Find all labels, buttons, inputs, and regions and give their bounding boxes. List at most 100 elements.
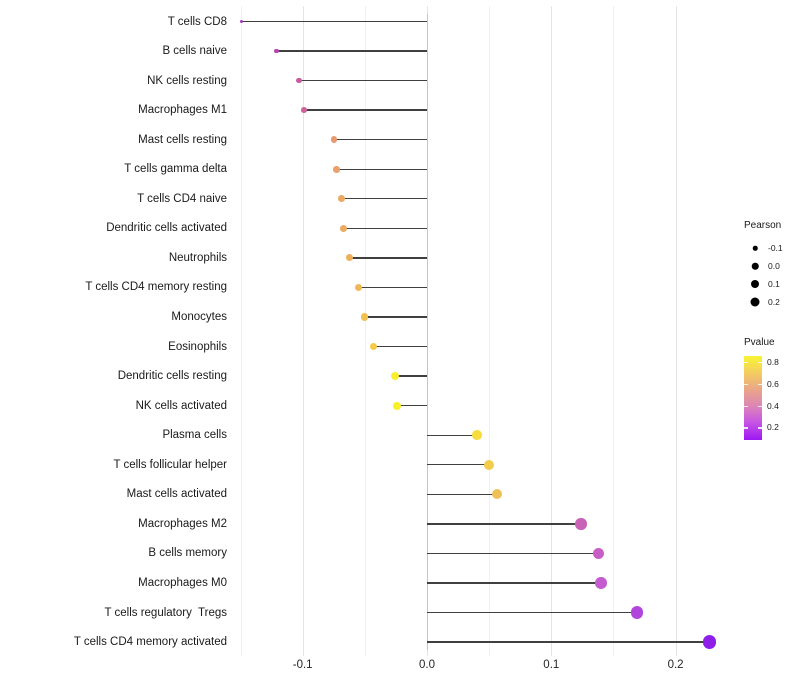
category-label: T cells gamma delta (124, 163, 227, 176)
lollipop-stem (298, 79, 427, 82)
pearson-legend-title: Pearson (744, 220, 782, 231)
category-label: Plasma cells (162, 429, 227, 442)
pvalue-legend-title: Pvalue (744, 337, 775, 348)
colorbar-tick (744, 383, 748, 386)
data-point (301, 107, 307, 113)
colorbar-tick (744, 427, 748, 429)
lollipop-stem (341, 198, 427, 200)
data-point (390, 372, 399, 381)
data-point (346, 254, 354, 262)
gridline-major (551, 6, 553, 656)
x-tick-label: 0.0 (419, 659, 435, 671)
size-legend-dot (750, 297, 760, 307)
pearson-legend-entries: -0.1 0.0 0.1 0.2 (744, 239, 800, 311)
colorbar-tick (758, 427, 762, 429)
category-label: B cells memory (148, 547, 227, 560)
data-point (333, 166, 340, 173)
category-label: T cells CD8 (167, 15, 227, 28)
lollipop-stem (427, 641, 710, 643)
category-label: NK cells resting (147, 74, 227, 87)
lollipop-stem (427, 611, 638, 614)
size-legend-dot (751, 280, 759, 288)
size-legend-dot (751, 262, 759, 270)
data-point (240, 20, 244, 23)
lollipop-stem (276, 50, 427, 52)
lollipop-stem (336, 168, 427, 170)
lollipop-stem (427, 493, 497, 495)
category-label: Mast cells resting (138, 133, 227, 146)
lollipop-stem (303, 109, 427, 111)
colorbar-tick (758, 361, 762, 364)
data-point (355, 283, 363, 291)
category-label: T cells CD4 memory resting (85, 281, 227, 294)
colorbar-tick-label: 0.4 (767, 400, 779, 411)
size-legend-entry: 0.1 (744, 275, 800, 293)
pvalue-color-legend: Pvalue 0.8 0.6 0.4 0.2 (744, 337, 800, 440)
size-legend-label: 0.1 (768, 279, 780, 289)
size-legend-entry: 0.0 (744, 257, 800, 275)
category-label: Neutrophils (168, 251, 227, 264)
data-point (630, 606, 644, 619)
data-point (369, 342, 378, 351)
category-label: T cells CD4 naive (137, 192, 227, 205)
colorbar-tick (744, 405, 748, 408)
lollipop-stem (427, 434, 477, 436)
lollipop-stem (358, 286, 427, 289)
lollipop-stem (373, 345, 427, 348)
colorbar-tick (758, 405, 762, 408)
category-label: B cells naive (162, 45, 227, 58)
lollipop-stem (397, 404, 427, 407)
data-point (274, 48, 279, 54)
category-label: Macrophages M2 (138, 517, 227, 530)
gridline-major (302, 6, 304, 656)
gridline-minor (240, 6, 242, 656)
category-label: T cells CD4 memory activated (73, 636, 227, 649)
x-tick-label: -0.1 (292, 659, 313, 671)
category-label: T cells regulatory Tregs (104, 606, 227, 619)
category-label: Dendritic cells activated (106, 222, 227, 235)
x-tick-label: 0.1 (543, 659, 560, 671)
data-point (491, 489, 502, 500)
zero-axis-line (427, 13, 428, 651)
lollipop-stem (343, 227, 427, 230)
pvalue-colorbar-wrap: 0.8 0.6 0.4 0.2 (744, 356, 800, 440)
category-label: Macrophages M1 (138, 104, 227, 117)
size-legend-dot (752, 245, 758, 251)
gridline-major (675, 6, 677, 656)
colorbar-tick-label: 0.8 (767, 356, 779, 367)
pearson-size-legend: Pearson -0.1 0.0 0.1 0.2 (744, 220, 800, 311)
lollipop-stem (333, 139, 427, 141)
data-point (330, 136, 338, 143)
lollipop-stem (427, 464, 490, 466)
lollipop-stem (241, 20, 427, 23)
size-legend-label: 0.2 (768, 297, 780, 307)
data-point (337, 195, 345, 203)
data-point (592, 547, 605, 560)
size-legend-label: -0.1 (768, 243, 783, 253)
colorbar-tick (758, 383, 762, 386)
category-label: Dendritic cells resting (117, 370, 227, 383)
size-legend-entry: -0.1 (744, 239, 800, 257)
category-label: Monocytes (171, 311, 227, 323)
colorbar-tick-label: 0.6 (767, 378, 779, 389)
data-point (361, 313, 369, 321)
lollipop-stem (427, 523, 582, 525)
category-label: NK cells activated (135, 399, 227, 412)
gridline-minor (613, 6, 615, 656)
lollipop-stem (427, 582, 602, 584)
lollipop-stem (394, 375, 427, 377)
data-point (575, 518, 587, 530)
data-point (340, 224, 348, 232)
gridline-minor (364, 6, 366, 656)
data-point (296, 77, 302, 84)
category-label: Macrophages M0 (138, 576, 227, 589)
gridline-minor (489, 6, 491, 656)
data-point (393, 401, 402, 410)
plot-panel (233, 6, 733, 656)
size-legend-label: 0.0 (768, 261, 780, 271)
lollipop-stem (427, 552, 599, 555)
pvalue-colorbar (744, 356, 762, 440)
data-point (471, 430, 482, 441)
colorbar-tick-label: 0.2 (767, 422, 779, 433)
